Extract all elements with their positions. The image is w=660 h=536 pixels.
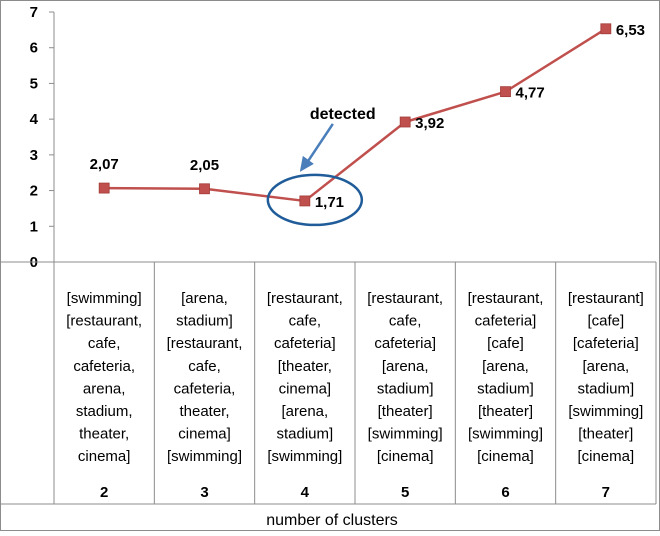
category-number: 6 <box>501 484 509 501</box>
category-line: cinema] <box>78 448 131 465</box>
category-line: [theater, <box>278 358 332 375</box>
category-line: [theater] <box>478 403 533 420</box>
category-line: [swimming] <box>267 448 342 465</box>
y-tick-label: 5 <box>30 75 38 92</box>
category-line: [swimming] <box>468 426 543 443</box>
y-tick-label: 6 <box>30 40 38 57</box>
data-label: 2,05 <box>190 157 219 174</box>
category-line: [swimming] <box>568 403 643 420</box>
category-line: [restaurant, <box>267 290 343 307</box>
data-label: 3,92 <box>415 115 444 132</box>
data-point <box>98 182 110 194</box>
series-line <box>104 27 607 203</box>
data-point <box>299 195 311 207</box>
category-cluster-label: [restaurant, cafe, cafeteria] [arena, stadiu… <box>367 290 443 465</box>
category-line: theater, <box>179 403 229 420</box>
category-cluster-label: [arena, stadium] [restaurant, cafe, cafeteri… <box>167 290 243 465</box>
category-line: [restaurant, <box>66 313 142 330</box>
category-line: [cinema] <box>477 448 534 465</box>
data-point <box>600 23 612 35</box>
data-label: 4,77 <box>516 85 545 102</box>
category-line: [arena, <box>281 403 328 420</box>
category-cluster-label: [restaurant, cafeteria] [cafe] [arena, stadi… <box>468 290 544 465</box>
y-tick-label: 3 <box>30 147 38 164</box>
category-line: [restaurant, <box>367 290 443 307</box>
data-label: 2,07 <box>90 156 119 173</box>
category-line: [cafe] <box>587 313 624 330</box>
category-line: [restaurant, <box>167 335 243 352</box>
category-line: cinema] <box>279 380 332 397</box>
category-line: [cafe] <box>487 335 524 352</box>
category-line: stadium] <box>176 313 233 330</box>
category-line: cafeteria] <box>274 335 336 352</box>
category-line: stadium, <box>76 403 133 420</box>
category-line: theater, <box>79 426 129 443</box>
category-line: stadium] <box>577 380 634 397</box>
category-cluster-label: [restaurant] [cafe] [cafeteria] [arena, stad… <box>568 290 644 465</box>
category-line: cafeteria, <box>174 380 236 397</box>
category-line: [restaurant, <box>468 290 544 307</box>
y-tick-label: 7 <box>30 4 38 21</box>
category-line: [theater] <box>378 403 433 420</box>
annotation-text: detected <box>310 106 376 123</box>
category-line: cafe, <box>188 358 221 375</box>
y-tick-label: 2 <box>30 183 38 200</box>
category-line: cinema] <box>178 426 231 443</box>
category-number: 7 <box>602 484 610 501</box>
category-table: [swimming] [restaurant, cafe, cafeteria, are… <box>0 261 657 505</box>
x-axis-title: number of clusters <box>266 512 398 529</box>
category-line: cafe, <box>389 313 422 330</box>
category-line: [arena, <box>382 358 429 375</box>
annotation-arrow-line <box>305 123 334 164</box>
category-number: 3 <box>200 484 208 501</box>
data-label: 6,53 <box>616 22 645 39</box>
category-line: [theater] <box>578 426 633 443</box>
category-line: [swimming] <box>167 448 242 465</box>
annotation-group: detected <box>266 106 376 227</box>
category-number: 4 <box>301 484 310 501</box>
category-line: cafeteria, <box>73 358 135 375</box>
data-label: 1,71 <box>315 194 344 211</box>
series-group: 2,07 2,05 1,71 3,92 4,77 6,53 <box>90 22 645 211</box>
y-tick-label: 1 <box>30 218 38 235</box>
category-line: cafeteria] <box>475 313 537 330</box>
category-line: stadium] <box>377 380 434 397</box>
detected-ellipse <box>266 173 364 227</box>
y-tick-label: 4 <box>30 111 39 128</box>
data-point <box>199 183 210 195</box>
category-line: cafeteria] <box>374 335 436 352</box>
category-line: cafe, <box>88 335 121 352</box>
category-line: [swimming] <box>368 426 443 443</box>
category-line: [arena, <box>582 358 629 375</box>
category-line: stadium] <box>477 380 534 397</box>
category-line: [cinema] <box>577 448 634 465</box>
category-number: 5 <box>401 484 409 501</box>
annotation-arrow-head <box>299 155 314 172</box>
category-line: [restaurant] <box>568 290 644 307</box>
category-line: [cafeteria] <box>573 335 639 352</box>
data-point <box>500 86 511 98</box>
category-line: arena, <box>83 380 126 397</box>
data-point <box>399 116 411 128</box>
category-cluster-label: [swimming] [restaurant, cafe, cafeteria, are… <box>66 290 142 465</box>
category-line: [arena, <box>482 358 529 375</box>
category-line: [arena, <box>181 290 228 307</box>
category-cluster-label: [restaurant, cafe, cafeteria] [theater, cine… <box>267 290 343 465</box>
category-line: [cinema] <box>377 448 434 465</box>
category-number: 2 <box>100 484 108 501</box>
category-line: stadium] <box>276 426 333 443</box>
category-line: [swimming] <box>67 290 142 307</box>
category-line: cafe, <box>289 313 322 330</box>
